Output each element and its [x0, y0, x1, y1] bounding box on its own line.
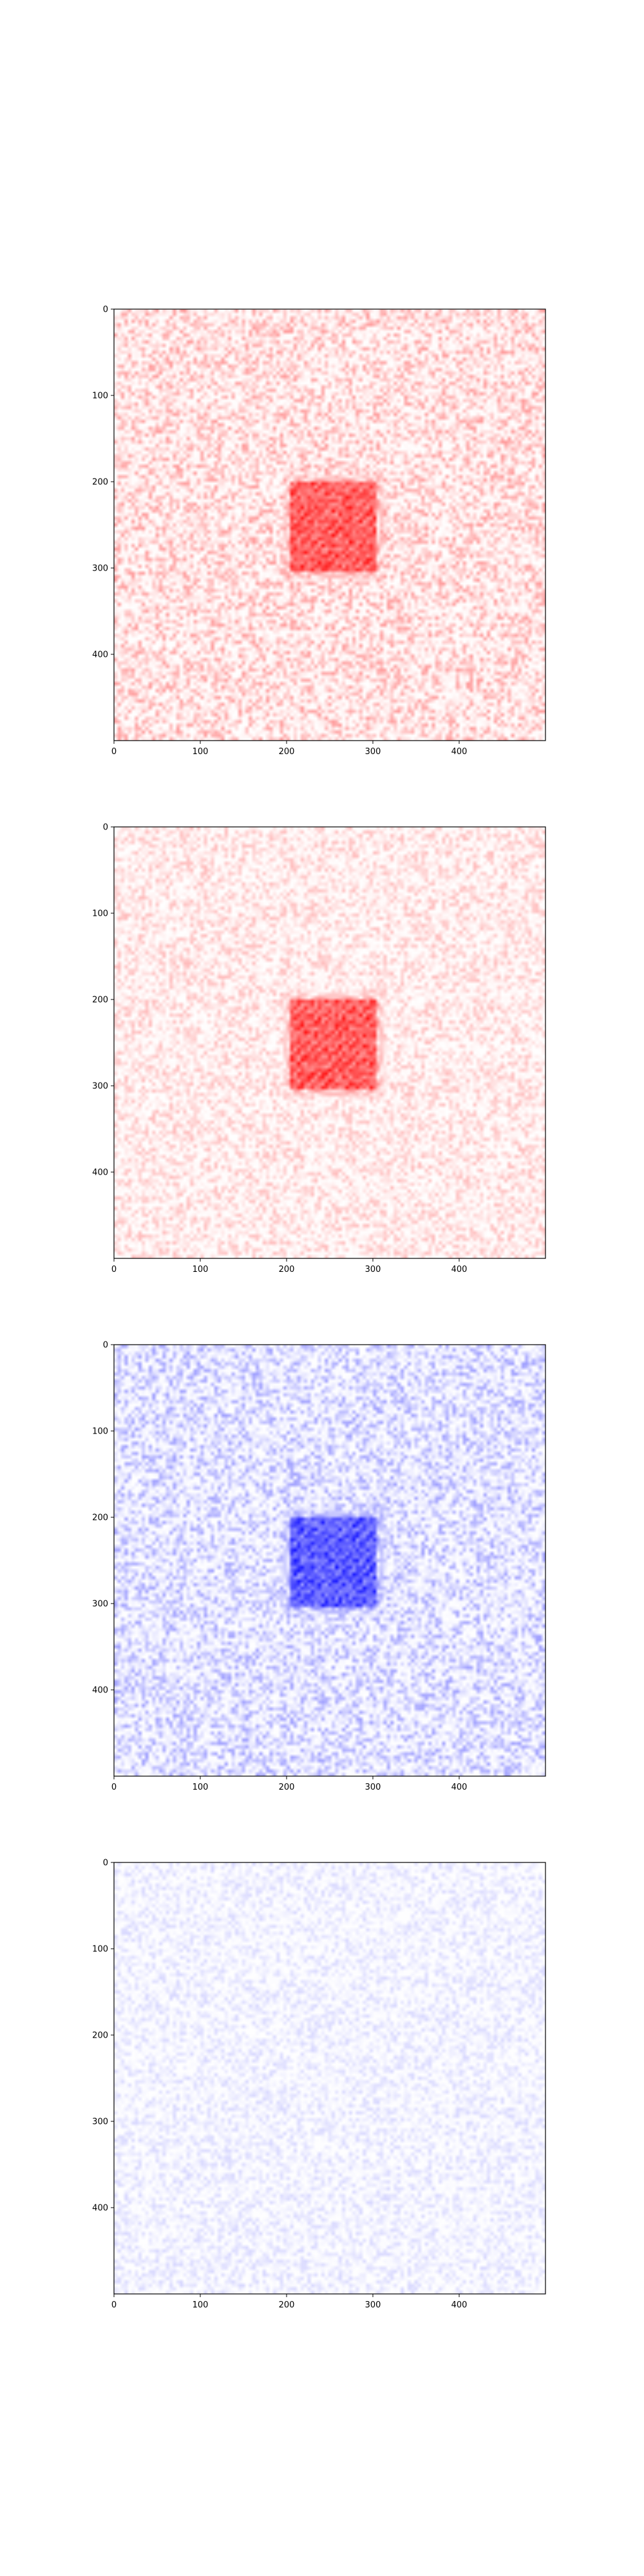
x-tick-label: 400 — [451, 2300, 468, 2310]
x-tick-label: 400 — [451, 1265, 468, 1274]
x-tick-label: 200 — [279, 747, 295, 757]
y-tick-label: 300 — [92, 1082, 108, 1092]
y-tick-label: 100 — [92, 909, 108, 919]
x-tick-label: 300 — [365, 1783, 381, 1792]
x-tick-label: 0 — [111, 1265, 117, 1274]
heatmap-panel-1: 0 100 200 300 400 0 100 200 300 400 — [92, 305, 546, 757]
x-tick-label: 100 — [193, 2300, 209, 2310]
y-tick-label: 100 — [92, 1427, 108, 1437]
y-tick-label: 200 — [92, 478, 108, 488]
heatmap-panel-2: 0 100 200 300 400 0 100 200 300 400 — [92, 823, 546, 1274]
y-tick-label: 0 — [103, 1341, 108, 1350]
y-tick-label: 300 — [92, 564, 108, 574]
x-tick-label: 0 — [111, 1783, 117, 1792]
x-tick-label: 300 — [365, 1265, 381, 1274]
y-tick-label: 200 — [92, 1513, 108, 1523]
x-tick-label: 200 — [279, 1265, 295, 1274]
y-tick-label: 400 — [92, 1686, 108, 1696]
y-tick-label: 200 — [92, 2031, 108, 2041]
x-tick-label: 0 — [111, 747, 117, 757]
x-tick-label: 300 — [365, 747, 381, 757]
x-tick-label: 400 — [451, 1783, 468, 1792]
heatmap-image-2 — [114, 827, 545, 1258]
x-tick-label: 100 — [193, 1265, 209, 1274]
y-tick-label: 0 — [103, 305, 108, 315]
x-tick-label: 100 — [193, 1783, 209, 1792]
heatmap-image-4 — [114, 1862, 545, 2294]
axes-frame-1 — [113, 308, 546, 741]
x-tick-label: 400 — [451, 747, 468, 757]
axes-frame-2 — [113, 826, 546, 1259]
x-tick-label: 200 — [279, 1783, 295, 1792]
y-tick-label: 100 — [92, 1945, 108, 1955]
heatmap-image-3 — [114, 1345, 545, 1776]
x-tick-label: 0 — [111, 2300, 117, 2310]
y-tick-label: 400 — [92, 2204, 108, 2213]
x-tick-label: 200 — [279, 2300, 295, 2310]
heatmap-panel-3: 0 100 200 300 400 0 100 200 300 400 — [92, 1341, 546, 1792]
axes-frame-3 — [113, 1344, 546, 1777]
y-tick-label: 300 — [92, 1600, 108, 1609]
y-tick-label: 0 — [103, 1859, 108, 1868]
x-tick-label: 100 — [193, 747, 209, 757]
y-tick-label: 400 — [92, 650, 108, 660]
x-tick-label: 300 — [365, 2300, 381, 2310]
y-tick-label: 200 — [92, 996, 108, 1005]
heatmap-panel-4: 0 100 200 300 400 0 100 200 300 400 — [92, 1859, 546, 2310]
y-tick-label: 300 — [92, 2117, 108, 2127]
heatmap-image-1 — [114, 309, 545, 741]
axes-frame-4 — [113, 1862, 546, 2295]
y-tick-label: 100 — [92, 392, 108, 401]
y-tick-label: 0 — [103, 823, 108, 833]
y-tick-label: 400 — [92, 1168, 108, 1178]
